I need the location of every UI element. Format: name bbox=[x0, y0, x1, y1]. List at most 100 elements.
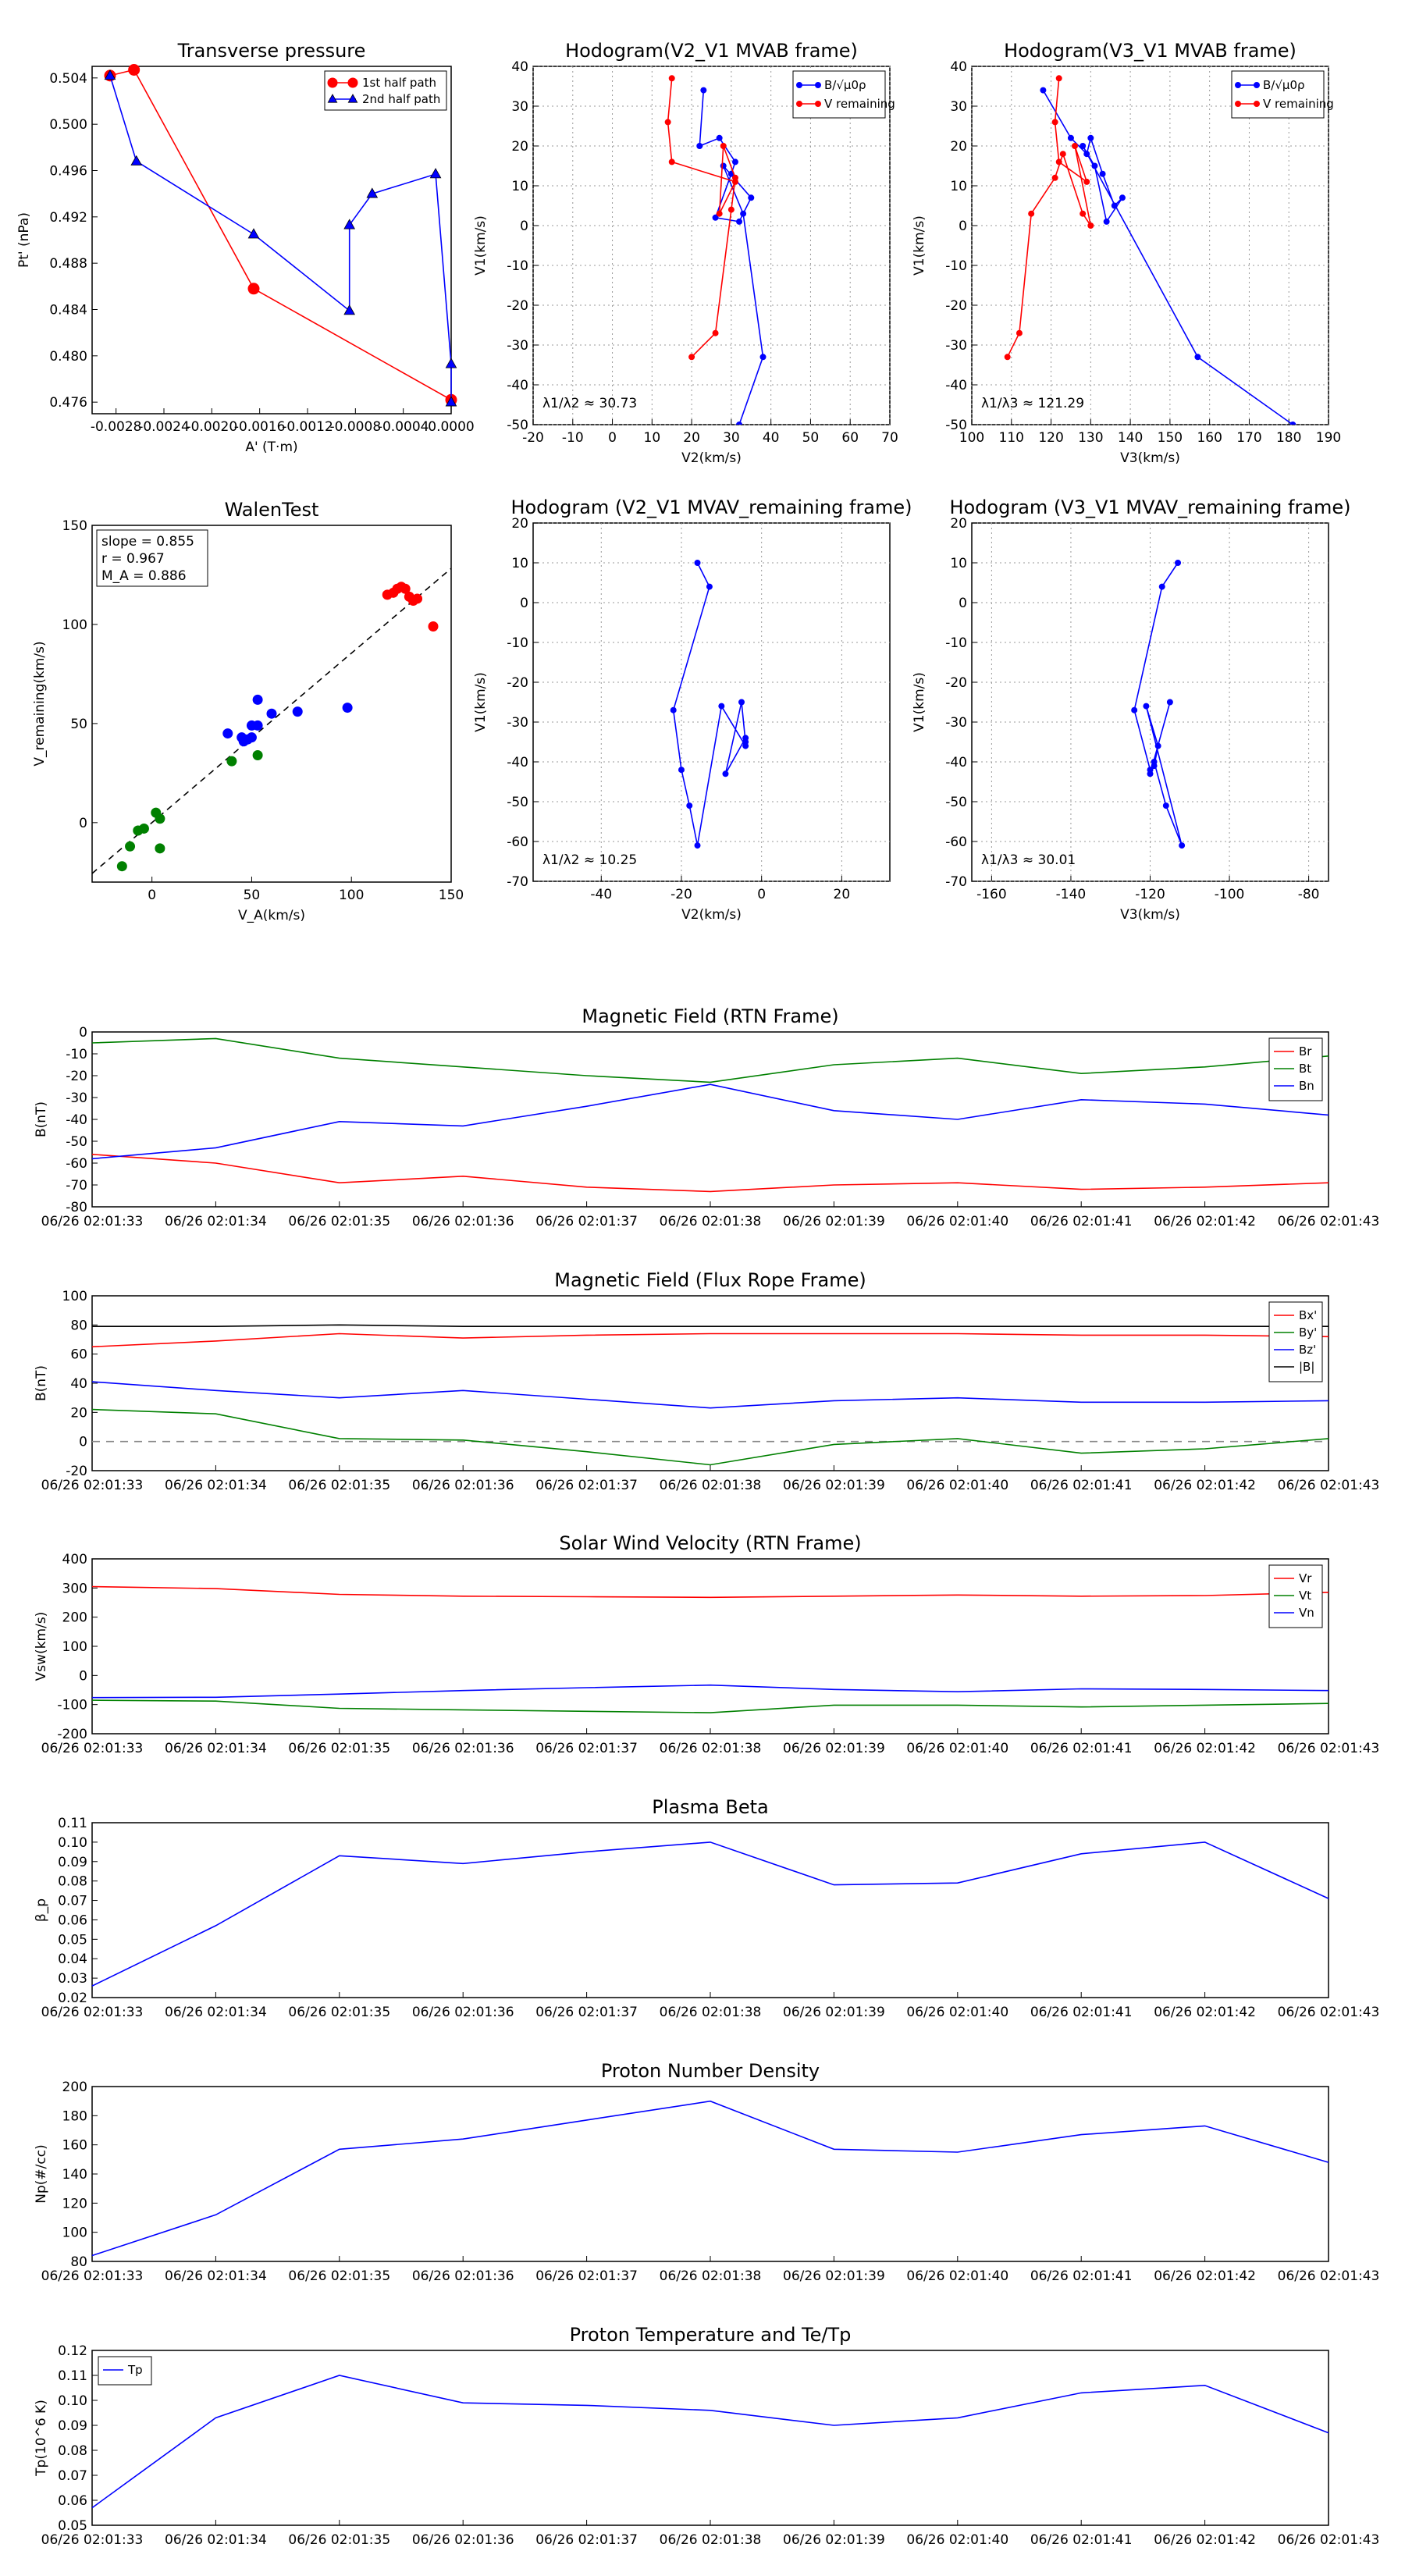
ts2-series-line bbox=[92, 1324, 1329, 1327]
h4-point bbox=[1158, 583, 1165, 590]
h4-point bbox=[1147, 770, 1154, 777]
h2-point bbox=[1080, 143, 1087, 149]
h4-point bbox=[1179, 842, 1186, 849]
pt-ytick-label: 0.500 bbox=[49, 117, 87, 133]
ts5-series-line bbox=[91, 2100, 1329, 2257]
walen-point bbox=[252, 720, 263, 731]
ts1-xtick-label: 06/26 02:01:41 bbox=[1030, 1214, 1133, 1229]
ts1-xtick-label: 06/26 02:01:43 bbox=[1278, 1214, 1380, 1229]
h3-point bbox=[722, 770, 729, 777]
h3-frame bbox=[532, 522, 891, 882]
walen-plot-area bbox=[92, 568, 451, 893]
h1-xtick-label: 10 bbox=[644, 430, 661, 446]
pt-xtick-label: -0.0004 bbox=[378, 419, 429, 435]
h1-xtick-label: 30 bbox=[723, 430, 740, 446]
h2-point bbox=[1289, 422, 1297, 425]
chart-h3: Hodogram (V2_V1 MVAV_remaining frame) -40… bbox=[473, 496, 912, 923]
h1-ytick-label: 0 bbox=[520, 219, 528, 234]
h2-ytick-label: -10 bbox=[945, 258, 967, 274]
ts2-xtick-label: 06/26 02:01:38 bbox=[660, 1478, 762, 1493]
ts2-xtick-label: 06/26 02:01:42 bbox=[1154, 1478, 1256, 1493]
walen-stats-box bbox=[96, 529, 208, 587]
h3-point bbox=[694, 560, 701, 566]
h3-xtick-label: 0 bbox=[757, 887, 766, 902]
h1-ytick-label: -50 bbox=[507, 418, 528, 433]
h1-point bbox=[740, 210, 747, 217]
walen-frame bbox=[91, 525, 452, 883]
h1-point bbox=[688, 354, 695, 361]
h1-xtick-label: 0 bbox=[608, 430, 617, 446]
pt-ytick-label: 0.504 bbox=[49, 71, 87, 87]
h2-legend-label: V remaining bbox=[1263, 97, 1334, 111]
ts6-ytick-label: 0.08 bbox=[58, 2443, 87, 2459]
h4-xtick-label: -120 bbox=[1135, 887, 1165, 902]
h2-xtick-label: 140 bbox=[1118, 430, 1143, 446]
h3-ytick-label: 0 bbox=[520, 596, 528, 611]
h2-point bbox=[1055, 158, 1062, 165]
ts2-legend-label: By' bbox=[1299, 1325, 1317, 1340]
ts6-ytick-label: 0.06 bbox=[58, 2493, 87, 2509]
chart-transverse-pressure: Transverse pressure -0.0028-0.0024-0.0020… bbox=[16, 40, 475, 455]
chart-ts4: Plasma Beta 0.02 0.03 0.04 0.05 0.06 0.07 0.08 0… bbox=[34, 1796, 1379, 2020]
h2-point bbox=[1059, 151, 1066, 158]
h1-point bbox=[727, 206, 735, 213]
h3-annotation: λ1/λ2 ≈ 10.25 bbox=[542, 852, 637, 868]
ts2-series-line bbox=[91, 1332, 1329, 1348]
ts5-xtick-label: 06/26 02:01:38 bbox=[660, 2268, 762, 2284]
h1-xtick-label: 20 bbox=[683, 430, 700, 446]
ts1-xtick-label: 06/26 02:01:33 bbox=[41, 1214, 144, 1229]
h2-legend-label: B/√μ0ρ bbox=[1263, 78, 1305, 92]
ts4-ytick-label: 0.10 bbox=[58, 1835, 87, 1851]
ts4-xtick-label: 06/26 02:01:43 bbox=[1278, 2005, 1380, 2020]
h1-xtick-label: 40 bbox=[763, 430, 780, 446]
ts2-legend-label: |B| bbox=[1299, 1360, 1314, 1374]
h2-point bbox=[1016, 329, 1023, 336]
pt-ytick-label: 0.496 bbox=[49, 164, 87, 180]
walen-point bbox=[99, 884, 108, 893]
ts1-xtick-label: 06/26 02:01:36 bbox=[412, 1214, 514, 1229]
pt-xtick-label: -0.0020 bbox=[187, 419, 238, 435]
walen-point bbox=[252, 750, 263, 761]
h3-xtick-label: -20 bbox=[670, 887, 692, 902]
ts3-ylabel: Vsw(km/s) bbox=[34, 1612, 49, 1681]
pt-point bbox=[128, 63, 140, 76]
h1-legend-label: B/√μ0ρ bbox=[824, 78, 866, 92]
ts5-xtick-label: 06/26 02:01:41 bbox=[1030, 2268, 1133, 2284]
pt-ytick-label: 0.484 bbox=[49, 303, 87, 318]
h2-point bbox=[1004, 354, 1011, 361]
ts1-series-line bbox=[91, 1154, 1329, 1193]
pt-ylabel: Pt' (nPa) bbox=[16, 212, 32, 268]
h4-ytick-label: -70 bbox=[945, 874, 967, 890]
ts3-series-line bbox=[91, 1585, 1329, 1599]
h2-point bbox=[1087, 222, 1094, 229]
h3-title: Hodogram (V2_V1 MVAV_remaining frame) bbox=[510, 496, 912, 518]
h4-xtick-label: -140 bbox=[1056, 887, 1087, 902]
walen-ytick-label: 100 bbox=[62, 617, 87, 633]
h2-annotation: λ1/λ3 ≈ 121.29 bbox=[981, 396, 1084, 411]
ts1-frame bbox=[91, 1031, 1329, 1208]
h1-xlabel: V2(km/s) bbox=[681, 450, 742, 466]
h1-legend-marker bbox=[796, 101, 802, 107]
ts3-xtick-label: 06/26 02:01:36 bbox=[412, 1741, 514, 1756]
ts4-xtick-label: 06/26 02:01:42 bbox=[1154, 2005, 1256, 2020]
ts2-ytick-label: 80 bbox=[70, 1318, 87, 1333]
pt-legend-label: 1st half path bbox=[362, 76, 436, 90]
walen-xtick-label: 150 bbox=[439, 888, 464, 903]
h1-point bbox=[720, 162, 727, 169]
h1-legend-marker bbox=[815, 101, 821, 107]
h2-point bbox=[1083, 178, 1090, 185]
ts6-series-line bbox=[91, 2375, 1329, 2509]
h2-xtick-label: 170 bbox=[1236, 430, 1261, 446]
chart-ts3: Solar Wind Velocity (RTN Frame) -200 -100 0… bbox=[34, 1532, 1379, 1756]
h3-ytick-label: 20 bbox=[511, 516, 528, 532]
ts5-xtick-label: 06/26 02:01:35 bbox=[288, 2268, 390, 2284]
h3-point bbox=[738, 699, 745, 706]
ts2-ytick-label: 40 bbox=[70, 1376, 87, 1392]
h3-point bbox=[694, 842, 701, 849]
h2-point bbox=[1080, 210, 1087, 217]
ts3-xtick-label: 06/26 02:01:40 bbox=[906, 1741, 1008, 1756]
ts6-xtick-label: 06/26 02:01:34 bbox=[165, 2532, 267, 2548]
h1-legend-marker bbox=[815, 82, 821, 88]
h1-point bbox=[712, 329, 719, 336]
h1-point bbox=[716, 134, 723, 141]
